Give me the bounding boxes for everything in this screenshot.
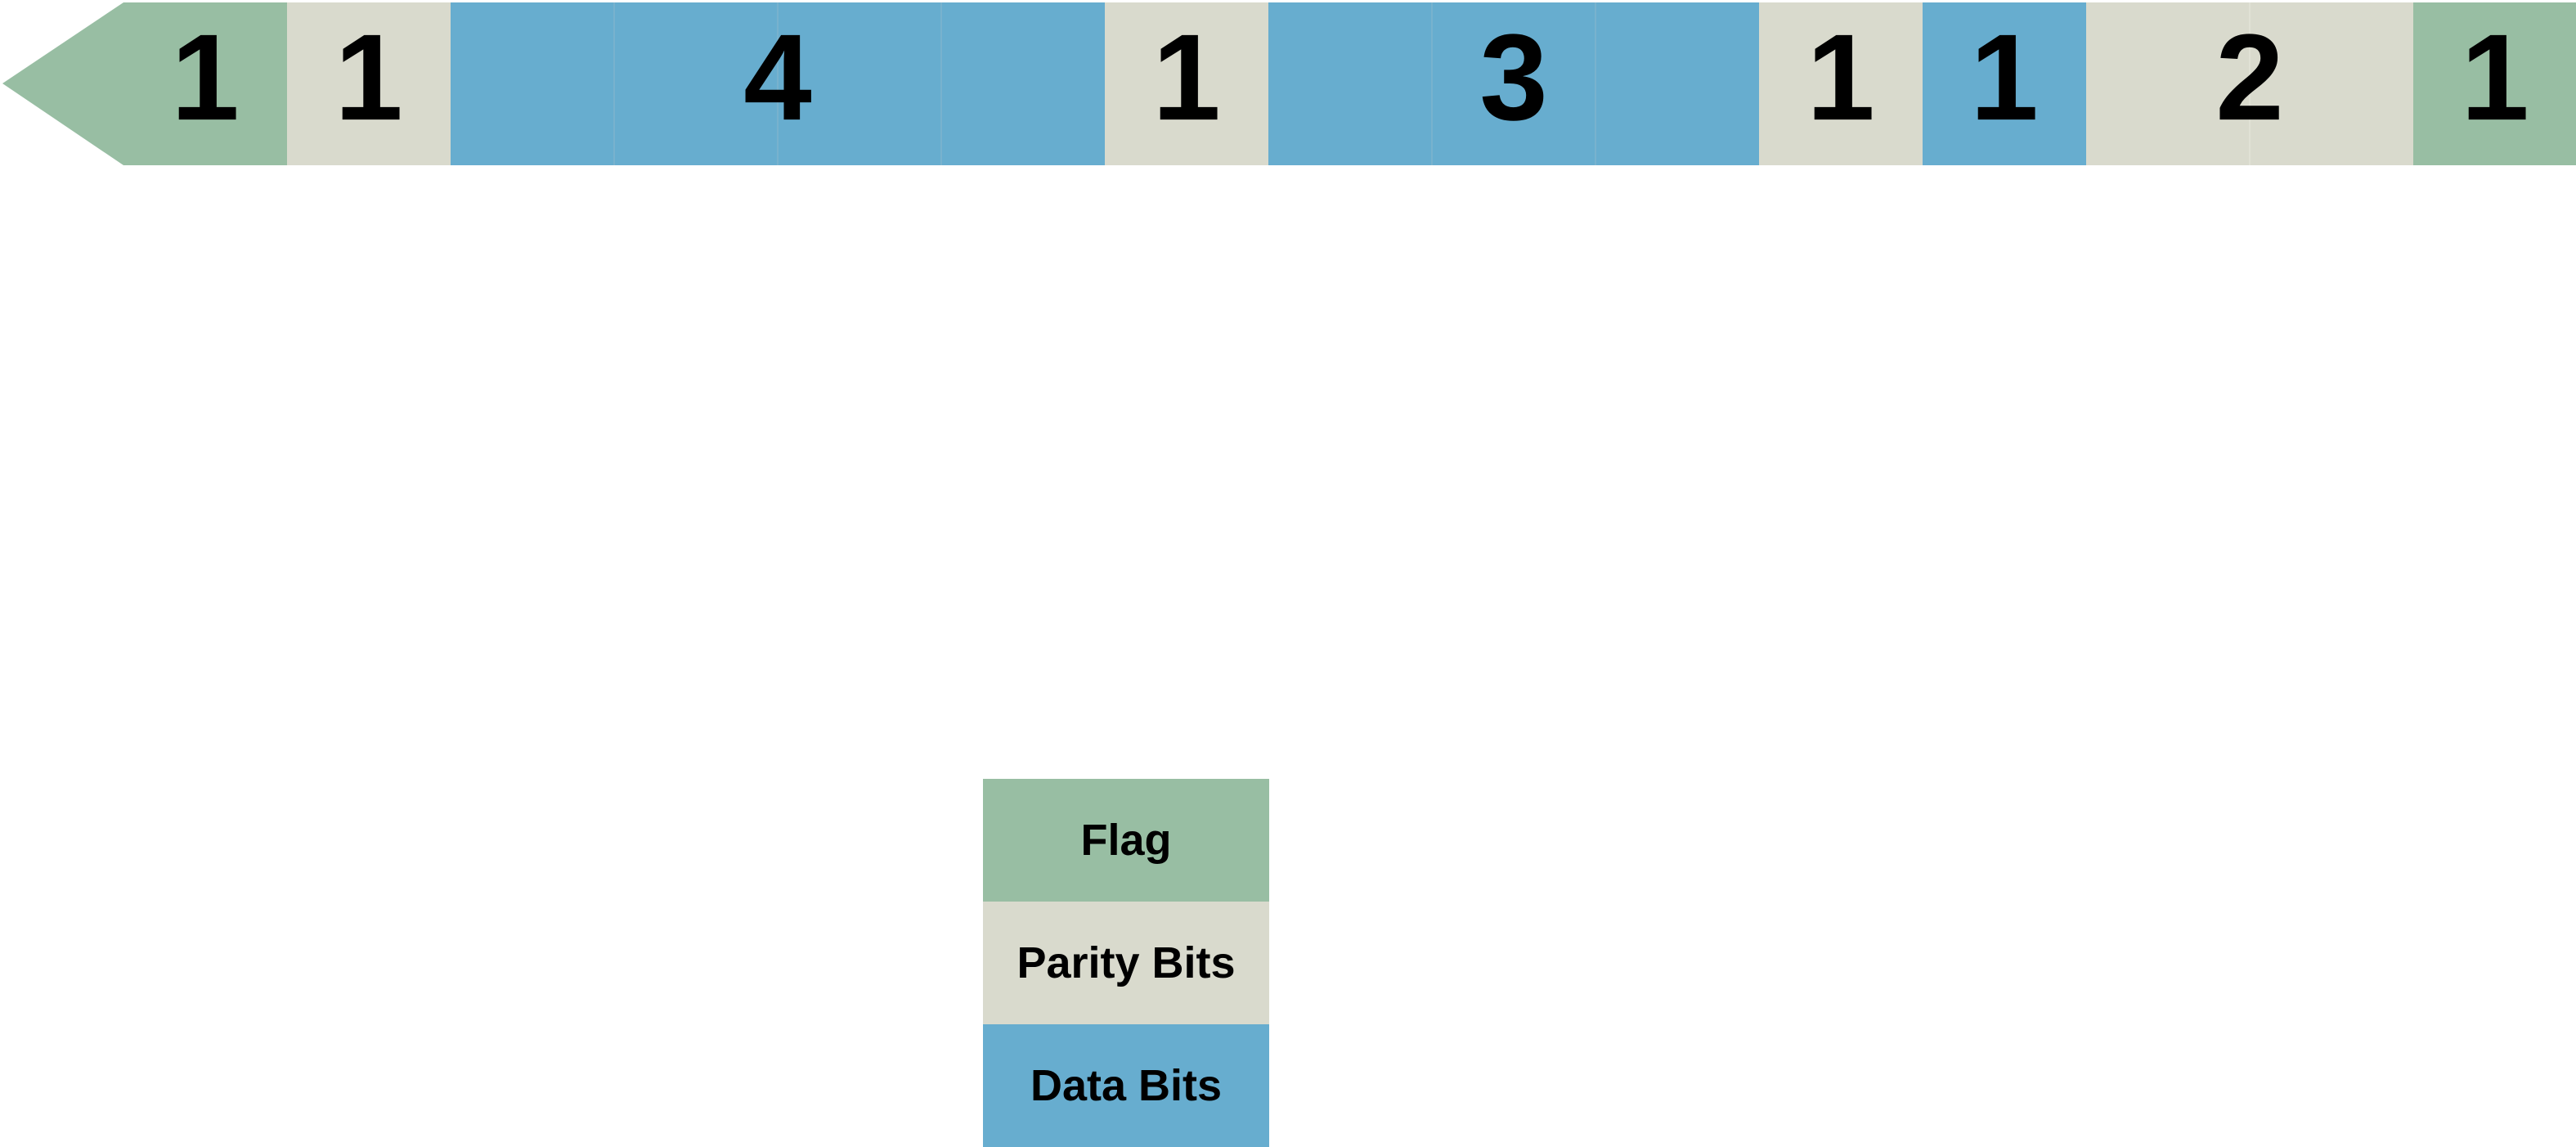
segment-bit-count: 1: [2461, 8, 2529, 146]
segment-block: [1105, 2, 1268, 165]
segment-block: [1923, 2, 2086, 165]
segment-data-4: 3: [1268, 2, 1759, 165]
segment-parity-5: 1: [1759, 2, 1923, 165]
segment-bit-count: 1: [1152, 8, 1220, 146]
legend-item-data-bits: Data Bits: [983, 1024, 1269, 1147]
direction-arrow-tip: [2, 2, 123, 165]
segment-flag-8: 1: [2413, 2, 2576, 165]
segment-flag-0: 1: [123, 2, 287, 165]
segment-bit-count: 1: [171, 8, 239, 146]
segment-data-6: 1: [1923, 2, 2086, 165]
segment-bit-count: 2: [2215, 8, 2283, 146]
segment-bit-count: 1: [334, 8, 402, 146]
segment-block: [123, 2, 287, 165]
segment-data-2: 4: [451, 2, 1105, 165]
segment-bit-count: 1: [1806, 8, 1874, 146]
segment-parity-3: 1: [1105, 2, 1268, 165]
legend-label-parity-bits: Parity Bits: [1016, 938, 1236, 987]
segment-block: [1759, 2, 1923, 165]
legend: Flag Parity Bits Data Bits: [983, 779, 1269, 1147]
legend-label-flag: Flag: [1080, 816, 1172, 865]
legend-item-parity-bits: Parity Bits: [983, 902, 1269, 1024]
segment-parity-7: 2: [2086, 2, 2413, 165]
segment-parity-1: 1: [287, 2, 451, 165]
legend-item-flag: Flag: [983, 779, 1269, 902]
segment-bit-count: 3: [1479, 8, 1547, 146]
segment-bit-count: 4: [743, 8, 811, 146]
segment-block: [1268, 2, 1759, 165]
segment-block: [287, 2, 451, 165]
segment-bit-count: 1: [1970, 8, 2038, 146]
segment-block: [2413, 2, 2576, 165]
legend-label-data-bits: Data Bits: [1030, 1061, 1223, 1110]
